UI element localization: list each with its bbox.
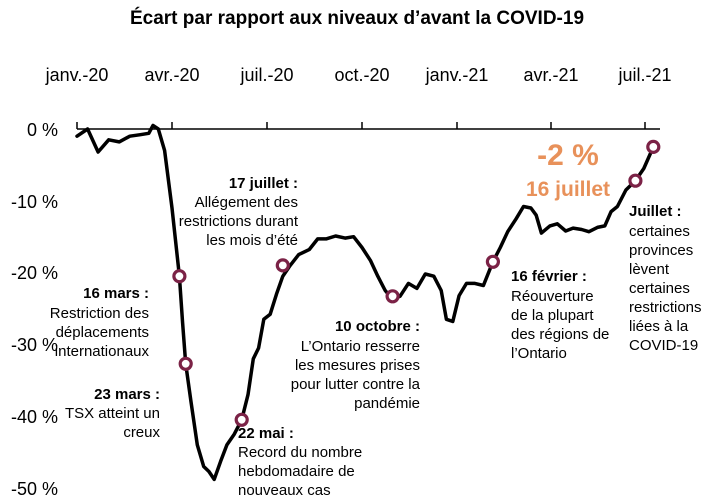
annotation-line: certaines [629,280,690,297]
annotation-juillet: Juillet : certaines provinces lèvent cer… [629,203,702,354]
y-tick-label: -30 % [11,335,58,355]
series-line [75,123,656,482]
annotation-line: Restriction des [50,305,149,322]
annotation-23-mars: 23 mars : TSX atteint un creux [65,386,161,441]
annotation-17-juillet: 17 juillet : Allégement des restrictions… [179,175,299,249]
annotation-line: lèvent [629,261,670,278]
y-tick-label: 0 % [27,120,58,140]
annotation-line: liées à la [629,318,689,335]
annotation-22-mai: 22 mai : Record du nombre hebdomadaire d… [238,425,362,499]
x-tick-label: janv.-20 [45,65,109,85]
annotation-line: restrictions durant [179,213,299,230]
annotation-line: déplacements [56,324,149,341]
y-tick-label: -20 % [11,263,58,283]
callout-date: 16 juillet [526,178,610,201]
annotation-16-mars: 16 mars : Restriction des déplacements i… [50,285,150,360]
annotation-line: hebdomadaire de [238,463,355,480]
annotation-line: TSX atteint un [65,405,160,422]
annotation-title: 22 mai : [238,425,294,442]
annotation-line: de la plupart [511,307,594,324]
x-tick-label: avr.-21 [523,65,578,85]
annotation-line: internationaux [55,343,150,360]
annotation-title: 16 mars : [83,285,149,302]
x-tick-label: oct.-20 [334,65,389,85]
x-tick-label: janv.-21 [425,65,489,85]
annotation-line: provinces [629,242,693,259]
x-axis [76,122,660,130]
annotation-line: les mesures prises [295,357,420,374]
annotation-line: l’Ontario [511,345,567,362]
event-marker [234,412,249,427]
annotation-title: 23 mars : [94,386,160,403]
annotation-line: les mois d’été [206,232,298,249]
event-marker [172,269,187,284]
y-tick-label: -50 % [11,479,58,499]
annotation-line: Record du nombre [238,444,362,461]
annotation-line: Allégement des [195,194,298,211]
y-tick-label: -40 % [11,407,58,427]
event-marker [178,356,193,371]
annotation-line: restrictions [629,299,702,316]
event-marker [646,139,661,154]
y-tick-labels: 0 % -10 % -20 % -30 % -40 % -50 % [11,120,58,499]
x-tick-labels: janv.-20 avr.-20 juil.-20 oct.-20 janv.-… [45,65,672,85]
marker-layer [172,139,661,427]
annotation-title: 10 octobre : [335,318,420,335]
event-marker [385,289,400,304]
series-layer [75,123,656,482]
annotation-line: creux [123,424,160,441]
annotation-title: Juillet : [629,203,682,220]
event-marker [628,173,643,188]
annotation-line: pour lutter contre la [291,376,421,393]
annotation-line: pandémie [354,395,420,412]
annotation-line: COVID-19 [629,337,698,354]
annotation-10-octobre: 10 octobre : L’Ontario resserre les mesu… [291,318,421,412]
x-tick-label: avr.-20 [144,65,199,85]
x-tick-label: juil.-20 [239,65,293,85]
event-marker [275,258,290,273]
annotation-line: L’Ontario resserre [301,338,420,355]
callout-value: -2 % [537,139,599,172]
annotation-line: des régions de [511,326,609,343]
annotation-line: Réouverture [511,288,594,305]
event-marker [485,254,500,269]
annotation-line: certaines [629,223,690,240]
callout: -2 % 16 juillet [526,139,610,201]
annotation-16-fevrier: 16 février : Réouverture de la plupart d… [511,268,609,362]
annotation-title: 17 juillet : [229,175,298,192]
annotation-line: nouveaux cas [238,482,331,499]
y-tick-label: -10 % [11,192,58,212]
annotation-title: 16 février : [511,268,587,285]
x-tick-label: juil.-21 [617,65,671,85]
chart-title: Écart par rapport aux niveaux d’avant la… [130,7,584,29]
